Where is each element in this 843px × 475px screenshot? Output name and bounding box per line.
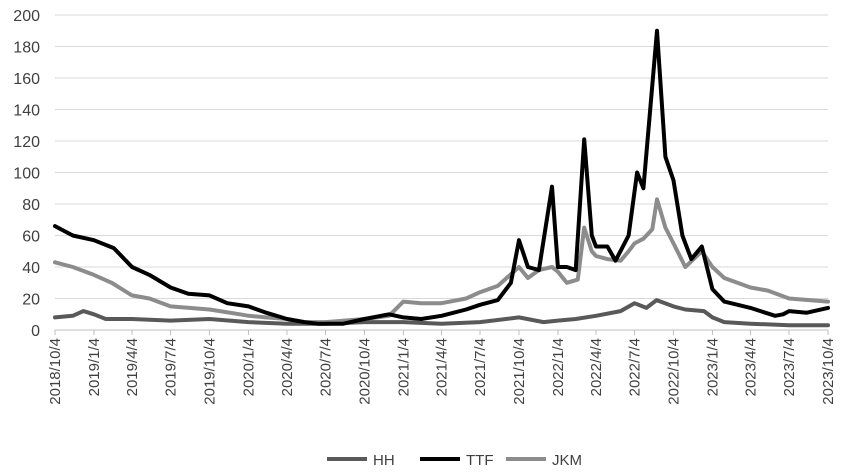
legend-label-hh: HH [373, 452, 395, 469]
x-tick-label: 2019/7/4 [163, 338, 180, 396]
x-tick-label: 2021/10/4 [511, 338, 528, 405]
series-lines [53, 28, 830, 328]
y-tick-label: 60 [22, 229, 40, 246]
x-tick-label: 2020/4/4 [279, 338, 296, 396]
series-line-ttf [53, 28, 830, 326]
x-axis-ticks: 2018/10/4 2019/1/4 2019/4/4 2019/7/4 2019/10… [47, 330, 837, 405]
x-tick-label: 2019/1/4 [86, 338, 103, 396]
y-tick-label: 40 [22, 260, 40, 277]
x-tick-label: 2020/7/4 [318, 338, 335, 396]
x-tick-label: 2019/4/4 [124, 338, 141, 396]
x-tick-label: 2023/10/4 [820, 338, 837, 405]
grid-lines [55, 14, 828, 299]
x-tick-label: 2022/10/4 [665, 338, 682, 405]
series-line-hh [53, 298, 830, 328]
y-tick-label: 100 [13, 166, 40, 183]
legend-label-ttf: TTF [466, 452, 494, 469]
y-tick-label: 120 [13, 134, 40, 151]
legend: HH TTF JKM [327, 452, 582, 469]
x-tick-label: 2022/7/4 [627, 338, 644, 396]
series-line-jkm [53, 197, 830, 325]
y-axis-ticks: 0 20 40 60 80 100 120 140 160 180 200 [13, 8, 40, 340]
x-tick-label: 2022/1/4 [550, 338, 567, 396]
x-tick-label: 2023/1/4 [704, 338, 721, 396]
legend-label-jkm: JKM [552, 452, 582, 469]
x-tick-label: 2020/1/4 [240, 338, 257, 396]
y-tick-label: 20 [22, 292, 40, 309]
x-tick-label: 2019/10/4 [202, 338, 219, 405]
x-tick-label: 2023/7/4 [781, 338, 798, 396]
x-tick-label: 2018/10/4 [47, 338, 64, 405]
y-tick-label: 0 [31, 323, 40, 340]
x-tick-label: 2021/4/4 [434, 338, 451, 396]
y-tick-label: 80 [22, 197, 40, 214]
x-tick-label: 2020/10/4 [356, 338, 373, 405]
y-tick-label: 180 [13, 40, 40, 57]
y-tick-label: 160 [13, 71, 40, 88]
y-tick-label: 200 [13, 8, 40, 25]
x-tick-label: 2022/4/4 [588, 338, 605, 396]
x-tick-label: 2023/4/4 [743, 338, 760, 396]
x-tick-label: 2021/1/4 [395, 338, 412, 396]
x-tick-label: 2021/7/4 [472, 338, 489, 396]
y-tick-label: 140 [13, 103, 40, 120]
